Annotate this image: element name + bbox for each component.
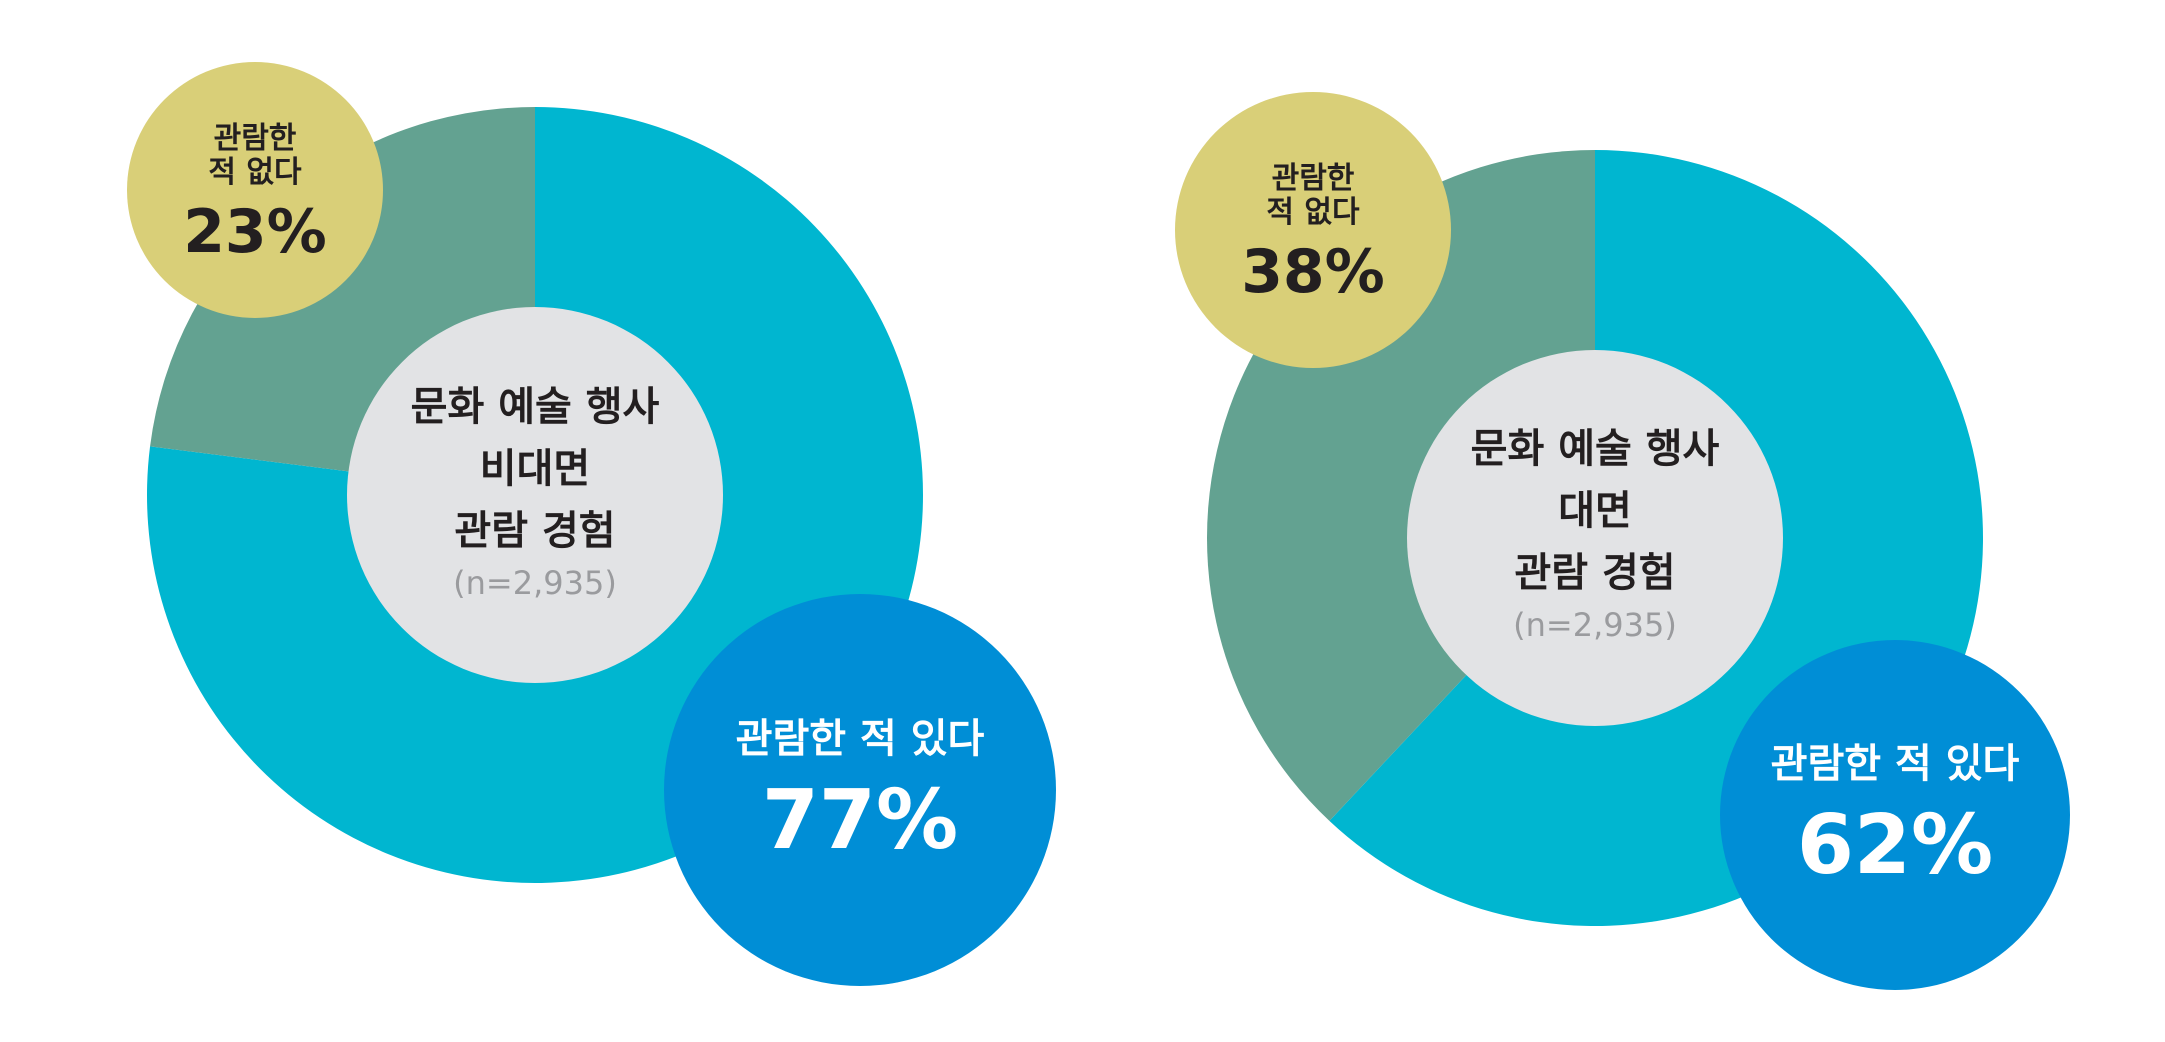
watched-label: 관람한 적 있다 (1771, 741, 2020, 787)
center-title-line: 관람 경험 (1514, 550, 1675, 596)
center-hole (347, 307, 723, 683)
watched-label: 관람한 적 있다 (736, 716, 985, 762)
center-title-line: 문화 예술 행사 (411, 384, 660, 430)
sample-size-label: (n=2,935) (453, 564, 617, 602)
center-title-line: 문화 예술 행사 (1471, 426, 1720, 472)
watched-value-label: 77% (762, 773, 958, 868)
not-watched-value-label: 38% (1241, 237, 1385, 307)
not-watched-label: 관람한 (214, 121, 297, 156)
not-watched-bubble (1175, 92, 1451, 368)
sample-size-label: (n=2,935) (1513, 606, 1677, 644)
watched-bubble (664, 594, 1056, 986)
center-title-line: 관람 경험 (454, 508, 615, 554)
center-title-line: 대면 (1558, 488, 1632, 534)
watched-bubble (1720, 640, 2070, 990)
watched-value-label: 62% (1797, 798, 1993, 893)
not-watched-label: 관람한 (1272, 161, 1355, 196)
center-hole (1407, 350, 1783, 726)
not-watched-value-label: 23% (183, 197, 327, 267)
not-watched-label: 적 없다 (208, 155, 302, 190)
center-title-line: 비대면 (480, 446, 590, 492)
not-watched-bubble (127, 62, 383, 318)
not-watched-label: 적 없다 (1266, 195, 1360, 230)
